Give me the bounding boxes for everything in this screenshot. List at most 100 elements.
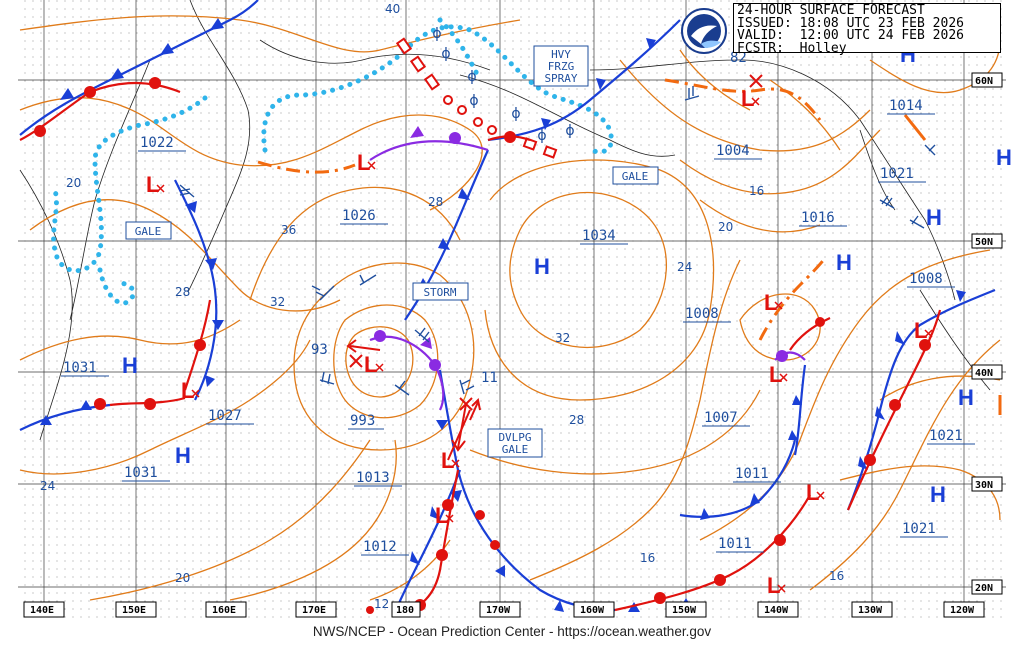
warning-spray: SPRAY xyxy=(544,72,577,85)
isobar-label: 20 xyxy=(718,220,733,234)
wind-barbs xyxy=(179,86,936,396)
low-center-10: L xyxy=(806,480,819,505)
pressure-label: 1026 xyxy=(342,208,376,224)
svg-text:ɸ: ɸ xyxy=(537,128,546,144)
pressure-label: 1021 xyxy=(902,521,936,537)
warning-gale-aleutians: GALE xyxy=(622,170,649,183)
low-center-4: L xyxy=(181,378,194,403)
isobar-label: 36 xyxy=(281,223,296,237)
low-x-marks xyxy=(156,97,933,593)
svg-text:ɸ: ɸ xyxy=(432,26,441,42)
low-pressure-centers: L L L L L L L L L L L L xyxy=(146,86,927,598)
pressure-label: 1004 xyxy=(716,143,750,159)
lat-label: 60N xyxy=(975,76,993,87)
pressure-label: 1014 xyxy=(889,98,923,114)
warm-front-semicircles xyxy=(34,77,931,614)
low-center-11: L xyxy=(914,318,927,343)
pressure-label: 1031 xyxy=(63,360,97,376)
pressure-label: 1027 xyxy=(208,408,242,424)
lon-label: 130W xyxy=(858,605,883,616)
pressure-label: 1013 xyxy=(356,470,390,486)
pressure-labels: 1022 1026 1034 1004 1014 1021 1016 1008 … xyxy=(63,50,963,555)
lon-label: 160W xyxy=(580,605,605,616)
footer-credit: NWS/NCEP - Ocean Prediction Center - htt… xyxy=(312,624,712,639)
occluded-front-symbols xyxy=(374,126,788,371)
ice-accretion-symbols: ɸ ɸ ɸ ɸ ɸ ɸ ɸ xyxy=(432,26,574,144)
high-center-2: H xyxy=(122,353,138,378)
lon-label: 160E xyxy=(212,605,236,616)
lon-label: 170W xyxy=(486,605,511,616)
isobar-label: 28 xyxy=(175,285,190,299)
isobar-label: 20 xyxy=(175,571,190,585)
header-title: 24-HOUR SURFACE FORECAST xyxy=(737,3,925,18)
svg-text:ɸ: ɸ xyxy=(511,106,520,122)
lon-label: 170E xyxy=(302,605,326,616)
warning-gale-west: GALE xyxy=(135,225,162,238)
isobar-value-labels: 40 20 36 28 32 28 24 20 16 32 28 24 16 1… xyxy=(40,2,844,611)
x-markers xyxy=(349,74,763,411)
pressure-label: 1008 xyxy=(685,306,719,322)
lat-label: 30N xyxy=(975,480,993,491)
pressure-label: 1031 xyxy=(124,465,158,481)
trough-right xyxy=(903,114,1002,415)
header-issued: ISSUED: 18:08 UTC 23 FEB 2026 xyxy=(737,15,964,31)
pressure-label: 1016 xyxy=(801,210,835,226)
high-center-4: H xyxy=(836,250,852,275)
pressure-label: 993 xyxy=(350,413,375,429)
isobar-label: 16 xyxy=(829,569,844,583)
low-center-8: L xyxy=(435,503,448,528)
isobar-label: 16 xyxy=(640,551,655,565)
isobar-label: 28 xyxy=(428,195,443,209)
lon-label: 150W xyxy=(672,605,697,616)
high-center-5: H xyxy=(926,205,942,230)
noaa-logo-icon xyxy=(681,8,727,54)
warning-boxes xyxy=(125,45,659,458)
longitude-labels: 140E 150E 160E 170E 180 170W 160W 150W 1… xyxy=(23,601,985,618)
hvy-frzg-spray-line xyxy=(395,37,558,159)
isobars xyxy=(19,15,1001,601)
lon-label: 180 xyxy=(396,605,414,616)
warning-storm: STORM xyxy=(423,286,456,299)
lon-label: 140E xyxy=(30,605,54,616)
isobar-label: 20 xyxy=(66,176,81,190)
header-valid: VALID: 12:00 UTC 24 FEB 2026 xyxy=(737,28,964,43)
isobar-label: 32 xyxy=(555,331,570,345)
svg-text:ɸ: ɸ xyxy=(565,123,574,139)
pressure-label: 82 xyxy=(730,50,747,66)
lat-lon-grid xyxy=(18,0,1006,605)
pressure-label: 1034 xyxy=(582,228,616,244)
pressure-label-underlines xyxy=(61,113,975,556)
pressure-label: 1008 xyxy=(909,271,943,287)
lat-label: 20N xyxy=(975,583,993,594)
warning-hvy: HVY xyxy=(551,48,571,61)
latitude-labels: 60N 50N 40N 30N 20N xyxy=(971,72,1003,595)
low-center-5: L xyxy=(741,86,754,111)
low-center-1: L xyxy=(357,150,370,175)
low-center-2: L xyxy=(146,172,159,197)
high-center-3: H xyxy=(175,443,191,468)
pressure-label: 1022 xyxy=(140,135,174,151)
forecast-header: 24-HOUR SURFACE FORECAST ISSUED: 18:08 UT… xyxy=(733,3,1001,54)
isobar-label: 12 xyxy=(374,597,389,611)
isobar-label: 32 xyxy=(270,295,285,309)
lon-label: 120W xyxy=(950,605,975,616)
low-center-12: L xyxy=(767,573,780,598)
high-center-6: H xyxy=(958,385,974,410)
isobar-label: 16 xyxy=(749,184,764,198)
warning-dvlpg: DVLPG xyxy=(498,431,531,444)
low-center-9: L xyxy=(441,448,454,473)
pressure-label: 1021 xyxy=(880,166,914,182)
isobar-label: 24 xyxy=(677,260,692,274)
pressure-label: 1021 xyxy=(929,428,963,444)
svg-text:ɸ: ɸ xyxy=(441,46,450,62)
high-center-1: H xyxy=(534,254,550,279)
pressure-label: 93 xyxy=(311,342,328,358)
pressure-label: 11 xyxy=(481,370,498,386)
warning-frzg: FRZG xyxy=(548,60,575,73)
high-center-8: H xyxy=(996,145,1012,170)
isobar-label: 24 xyxy=(40,479,55,493)
warning-texts: HVY FRZG SPRAY GALE GALE STORM DVLPG GAL… xyxy=(135,48,649,456)
isobar-label: 40 xyxy=(385,2,400,16)
low-center-3: L xyxy=(364,352,377,377)
pressure-label: 1007 xyxy=(704,410,738,426)
